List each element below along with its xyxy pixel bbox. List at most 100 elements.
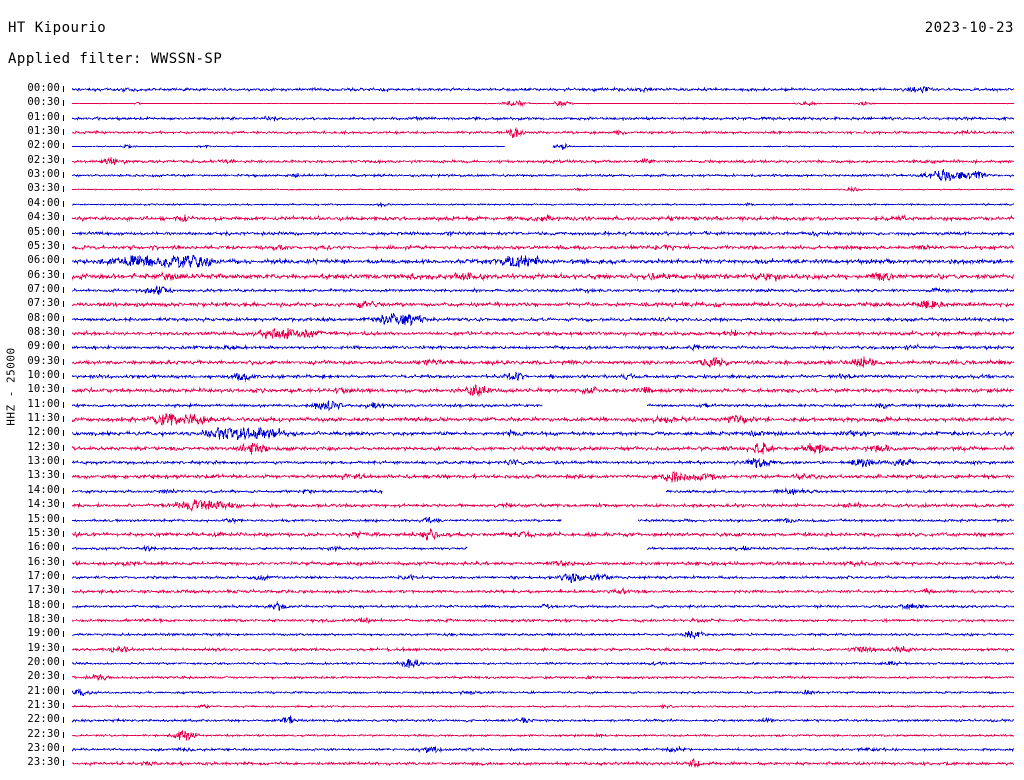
row-time-label: 08:00 xyxy=(27,311,60,324)
row-time-label: 13:30 xyxy=(27,469,60,482)
row-tick-mark xyxy=(63,631,64,638)
helicorder-row: 08:00 xyxy=(0,311,1024,327)
row-tick-mark xyxy=(63,660,64,666)
seismic-trace xyxy=(72,384,1014,397)
row-time-label: 11:30 xyxy=(27,412,60,425)
row-tick-mark xyxy=(63,86,64,92)
helicorder-row: 13:30 xyxy=(0,470,1024,484)
row-tick-mark xyxy=(63,516,64,523)
row-time-label: 08:30 xyxy=(27,325,60,338)
row-time-label: 10:00 xyxy=(27,369,60,381)
filter-label: Applied filter: WWSSN-SP xyxy=(8,51,223,67)
helicorder-row: 08:30 xyxy=(0,325,1024,341)
row-tick-mark xyxy=(63,530,64,537)
row-tick-mark xyxy=(63,703,64,710)
seismic-trace xyxy=(72,114,1014,122)
helicorder-row: 13:00 xyxy=(0,456,1024,470)
row-tick-mark xyxy=(63,157,64,164)
row-tick-mark xyxy=(63,215,64,222)
seismic-trace xyxy=(72,572,1014,583)
row-tick-mark xyxy=(63,344,64,351)
row-tick-mark xyxy=(63,172,64,179)
row-time-label: 00:30 xyxy=(27,96,60,109)
row-time-label: 21:00 xyxy=(27,684,60,697)
seismic-trace xyxy=(72,645,1014,654)
helicorder-row: 01:30 xyxy=(0,126,1024,140)
helicorder-row: 06:00 xyxy=(0,255,1024,269)
row-time-label: 20:00 xyxy=(27,656,60,668)
row-tick-mark xyxy=(63,200,64,207)
row-time-label: 07:00 xyxy=(27,282,60,295)
row-tick-mark xyxy=(63,286,64,293)
row-tick-mark xyxy=(63,731,64,738)
helicorder-row: 07:30 xyxy=(0,298,1024,312)
row-tick-mark xyxy=(63,559,64,566)
seismic-trace xyxy=(72,673,1014,682)
row-time-label: 09:00 xyxy=(27,340,60,353)
row-tick-mark xyxy=(63,473,64,480)
helicorder-row: 01:00 xyxy=(0,111,1024,126)
seismic-trace xyxy=(72,600,1014,611)
seismic-trace xyxy=(72,758,1014,769)
helicorder-row: 00:30 xyxy=(0,97,1024,111)
helicorder-row: 20:30 xyxy=(0,671,1024,685)
row-time-label: 19:30 xyxy=(27,641,60,654)
row-time-label: 21:30 xyxy=(27,699,60,712)
row-time-label: 05:30 xyxy=(27,239,60,252)
seismic-trace xyxy=(72,270,1014,281)
seismic-trace xyxy=(72,745,1014,754)
helicorder-plot: 00:00 00:30 01:00 01:30 02:00 02:30 03:00 03:30… xyxy=(0,80,1024,780)
helicorder-row: 04:00 xyxy=(0,197,1024,212)
seismic-trace xyxy=(72,617,1014,625)
seismic-trace xyxy=(72,100,1014,108)
helicorder-row: 17:00 xyxy=(0,569,1024,585)
row-time-label: 02:00 xyxy=(27,139,60,152)
helicorder-row: 22:30 xyxy=(0,728,1024,743)
seismic-trace xyxy=(72,729,1014,741)
seismic-trace xyxy=(72,243,1014,252)
seismic-trace xyxy=(72,327,1014,340)
helicorder-row: 03:00 xyxy=(0,169,1024,183)
helicorder-row: 09:00 xyxy=(0,341,1024,355)
row-time-label: 10:30 xyxy=(27,383,60,396)
seismic-trace xyxy=(72,312,1014,326)
helicorder-row: 11:30 xyxy=(0,413,1024,427)
seismic-trace xyxy=(72,255,1014,269)
row-tick-mark xyxy=(63,674,64,681)
row-tick-mark xyxy=(63,329,64,336)
helicorder-row: 09:30 xyxy=(0,355,1024,370)
seismic-trace xyxy=(72,284,1014,295)
helicorder-row: 16:00 xyxy=(0,542,1024,556)
helicorder-row: 14:00 xyxy=(0,484,1024,499)
row-time-label: 16:30 xyxy=(27,555,60,568)
row-tick-mark xyxy=(63,301,64,308)
seismic-trace xyxy=(72,371,1014,382)
helicorder-row: 15:00 xyxy=(0,512,1024,528)
row-tick-mark xyxy=(63,588,64,595)
row-tick-mark xyxy=(63,229,64,236)
helicorder-row: 05:00 xyxy=(0,226,1024,241)
helicorder-row: 06:30 xyxy=(0,269,1024,284)
row-tick-mark xyxy=(63,545,64,552)
helicorder-row: 19:00 xyxy=(0,628,1024,642)
row-tick-mark xyxy=(63,688,64,695)
row-tick-mark xyxy=(63,760,64,767)
helicorder-row: 21:00 xyxy=(0,684,1024,700)
row-tick-mark xyxy=(63,401,64,408)
row-time-label: 15:00 xyxy=(27,512,60,525)
row-time-label: 17:00 xyxy=(27,569,60,582)
seismic-trace xyxy=(72,229,1014,237)
seismic-trace xyxy=(72,470,1014,483)
seismic-trace xyxy=(72,688,1014,696)
seismic-trace xyxy=(72,127,1014,139)
row-tick-mark xyxy=(63,243,64,250)
helicorder-row: 18:00 xyxy=(0,599,1024,614)
seismic-trace xyxy=(72,355,1014,369)
date-label: 2023-10-23 xyxy=(924,20,1014,36)
row-time-label: 23:30 xyxy=(27,756,60,769)
seismic-trace xyxy=(72,558,1014,568)
seismic-trace xyxy=(72,499,1014,512)
helicorder-header: HT Kipourio 2023-10-23 Applied filter: W… xyxy=(0,0,1024,80)
row-time-label: 12:00 xyxy=(27,426,60,439)
row-tick-mark xyxy=(63,746,64,753)
